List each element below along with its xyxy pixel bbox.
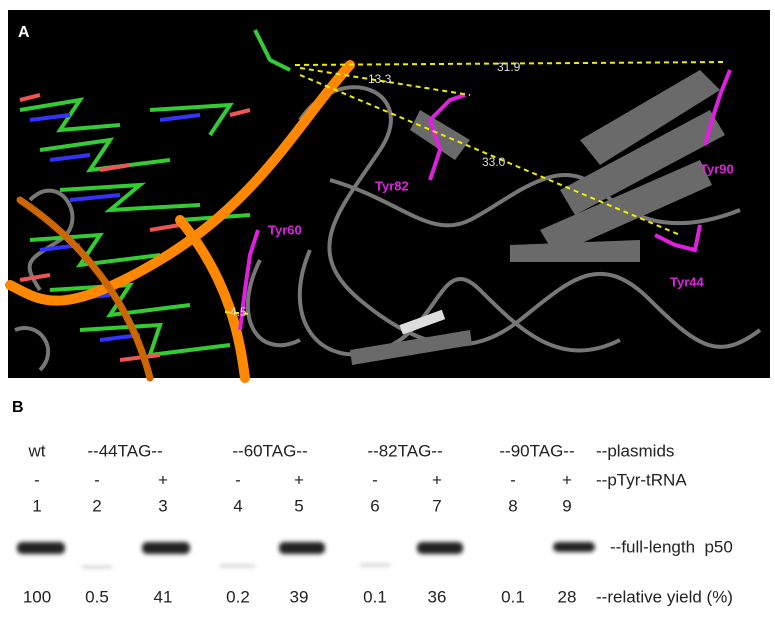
lane-number: 1: [32, 496, 41, 515]
lane-number: 2: [92, 496, 101, 515]
relative-yield: 0.5: [85, 587, 109, 606]
trna-sign: -: [372, 470, 378, 489]
figure: A 31.9 13.3 33.0 4.5 Tyr82 Tyr90 Tyr60 T…: [0, 0, 775, 618]
gel-bands: [17, 542, 595, 568]
trna-sign: +: [432, 470, 442, 489]
relative-yield: 0.1: [363, 587, 387, 606]
residue-label: Tyr44: [670, 274, 704, 289]
plasmid-label: --44TAG--: [87, 441, 162, 460]
trna-sign: +: [294, 470, 304, 489]
lane-number: 5: [294, 496, 303, 515]
distance-label: 31.9: [497, 60, 521, 74]
relative-yield: 0.1: [501, 587, 525, 606]
lane-number: 3: [158, 496, 167, 515]
lane-number: 9: [562, 496, 571, 515]
plasmid-label: --90TAG--: [499, 441, 574, 460]
plasmid-label: wt: [28, 441, 46, 460]
lane-number: 4: [233, 496, 242, 515]
trna-sign: -: [235, 470, 241, 489]
row-label: --plasmids: [596, 441, 674, 460]
relative-yield: 36: [428, 587, 447, 606]
trna-sign: +: [562, 470, 572, 489]
relative-yield: 41: [154, 587, 173, 606]
panel-label: B: [12, 399, 24, 416]
residue-label: Tyr60: [268, 222, 302, 237]
lane-number: 6: [370, 496, 379, 515]
relative-yield: 28: [558, 587, 577, 606]
relative-yield: 39: [290, 587, 309, 606]
band-label: --full-length p50: [610, 537, 733, 556]
plasmid-label: --60TAG--: [232, 441, 307, 460]
row-label: --pTyr-tRNA: [596, 470, 687, 489]
plasmid-label: --82TAG--: [367, 441, 442, 460]
trna-sign: -: [94, 470, 100, 489]
distance-label: 13.3: [368, 72, 392, 86]
residue-label: Tyr90: [700, 161, 734, 176]
panel-label: A: [18, 24, 30, 41]
distance-label: 4.5: [230, 305, 247, 319]
relative-yield: 100: [23, 587, 51, 606]
distance-label: 33.0: [482, 155, 506, 169]
lane-number: 7: [432, 496, 441, 515]
residue-label: Tyr82: [375, 178, 409, 193]
row-label: --relative yield (%): [596, 587, 733, 606]
trna-sign: -: [510, 470, 516, 489]
trna-sign: +: [158, 470, 168, 489]
trna-sign: -: [34, 470, 40, 489]
relative-yield: 0.2: [226, 587, 250, 606]
lane-number: 8: [508, 496, 517, 515]
